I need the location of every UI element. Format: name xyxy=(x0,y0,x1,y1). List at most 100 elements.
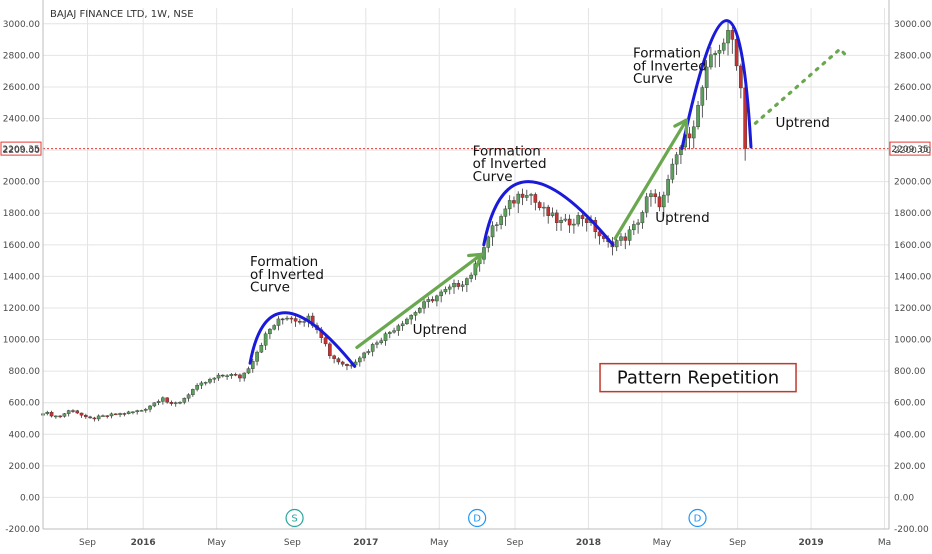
candle-body xyxy=(661,194,666,208)
x-tick-label: 2017 xyxy=(353,538,378,548)
y-tick-label-left: 1600.00 xyxy=(3,241,40,251)
candle-body xyxy=(71,410,75,412)
candle-body xyxy=(537,202,542,209)
event-marker: S xyxy=(285,508,304,528)
candle xyxy=(469,272,473,283)
candle-body xyxy=(495,224,499,226)
candle-body xyxy=(580,215,585,219)
candle-body xyxy=(422,301,426,309)
y-tick-label-right: 2600.00 xyxy=(894,83,931,93)
uptrend-arrow xyxy=(613,118,689,241)
event-marker-circle xyxy=(688,508,707,528)
candle xyxy=(96,414,101,422)
candle-body xyxy=(276,318,281,326)
candle xyxy=(375,340,379,349)
candle-body xyxy=(272,325,276,330)
candle-body xyxy=(118,413,122,415)
candle xyxy=(387,330,392,339)
last-price-tag-box xyxy=(0,141,42,156)
candle-body xyxy=(366,351,371,354)
last-price-tag-box xyxy=(889,141,931,156)
candle-body xyxy=(524,195,529,198)
candle xyxy=(687,126,692,150)
candle-body xyxy=(657,196,662,208)
y-tick-label-right: 2200.00 xyxy=(894,146,931,156)
candle-body xyxy=(178,402,182,404)
candle xyxy=(503,205,508,226)
candle-body xyxy=(529,194,533,196)
candle xyxy=(383,331,388,346)
candle-body xyxy=(293,318,298,322)
candle xyxy=(597,229,602,245)
candle-body xyxy=(409,315,413,320)
candle xyxy=(422,298,426,314)
candle xyxy=(520,188,525,206)
y-tick-label-left: 2600.00 xyxy=(3,83,40,93)
candle-body xyxy=(336,358,341,363)
y-tick-label-left: 2200.00 xyxy=(3,146,40,156)
candle-body xyxy=(328,343,332,357)
candle xyxy=(623,232,628,250)
candle xyxy=(109,412,114,419)
candle-body xyxy=(632,224,636,231)
event-marker-circle xyxy=(285,508,304,528)
candle xyxy=(195,383,199,392)
candle xyxy=(447,284,452,295)
candle xyxy=(379,337,384,345)
candle xyxy=(400,320,405,331)
candle-body xyxy=(92,417,97,420)
y-tick-label-right: 800.00 xyxy=(894,367,926,377)
candle xyxy=(542,202,546,217)
candle xyxy=(495,222,499,232)
candle-body xyxy=(345,363,349,367)
y-tick-label-left: 2800.00 xyxy=(3,51,40,61)
candle xyxy=(426,296,431,308)
candle xyxy=(670,158,675,184)
candle xyxy=(704,60,709,101)
dotted-projection xyxy=(753,46,851,125)
candle-body xyxy=(340,361,345,365)
candle-body xyxy=(614,240,619,248)
candle xyxy=(516,191,521,213)
candle-body xyxy=(379,340,384,344)
candle xyxy=(559,216,563,231)
candle xyxy=(79,412,84,418)
candle-body xyxy=(135,410,139,413)
candle xyxy=(405,317,409,325)
candle-body xyxy=(186,394,191,399)
y-tick-label-left: 1000.00 xyxy=(3,336,40,346)
candle-body xyxy=(721,42,726,51)
candle-body xyxy=(109,413,114,417)
candle xyxy=(212,377,217,384)
x-tick-label: May xyxy=(653,538,672,548)
candle-body xyxy=(182,397,187,403)
candle-body xyxy=(443,288,448,293)
candle-body xyxy=(250,361,255,369)
candle xyxy=(242,372,247,382)
candle xyxy=(661,191,666,217)
candle-body xyxy=(700,87,705,106)
candle xyxy=(345,363,349,371)
candle-body xyxy=(221,374,225,377)
candle-body xyxy=(670,163,675,180)
candle-body xyxy=(96,415,101,420)
y-tick-label-left: 3000.00 xyxy=(3,20,40,30)
y-tick-label-left: 800.00 xyxy=(9,367,41,377)
candle-body xyxy=(216,374,221,379)
y-tick-label-left: 2400.00 xyxy=(3,115,40,125)
candle-body xyxy=(229,374,234,376)
candle-body xyxy=(122,413,127,415)
candle xyxy=(362,351,366,362)
y-tick-label-left: 600.00 xyxy=(9,399,41,409)
uptrend-arrow-head xyxy=(673,118,689,135)
candle xyxy=(546,204,551,224)
candle-body xyxy=(195,385,199,390)
candle-body xyxy=(66,410,71,414)
candle-series xyxy=(41,22,747,422)
candle xyxy=(417,306,422,314)
candle xyxy=(563,213,568,222)
candle xyxy=(131,411,135,415)
candle xyxy=(208,377,212,385)
